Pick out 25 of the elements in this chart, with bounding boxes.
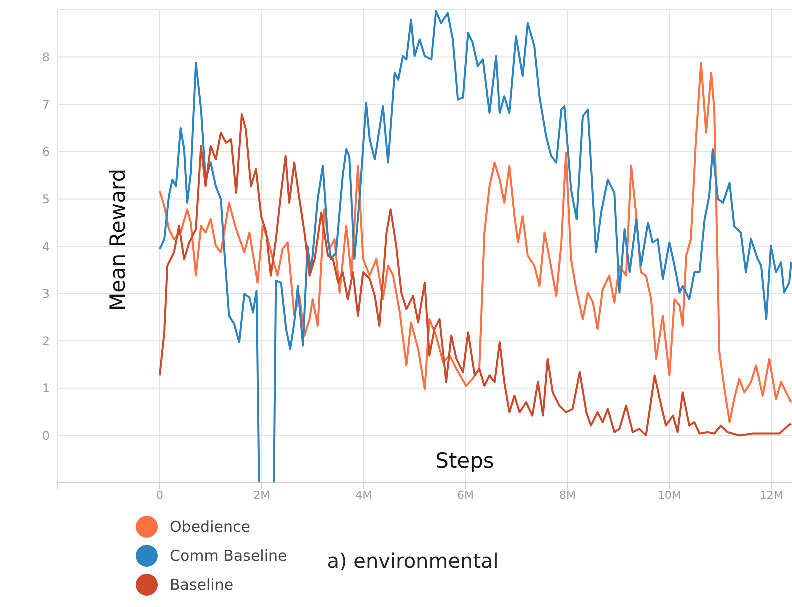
y-tick-label: 6 (42, 145, 50, 160)
legend-label: Baseline (170, 576, 234, 594)
y-tick-label: 1 (42, 382, 50, 396)
y-tick-label: 8 (42, 50, 50, 65)
x-tick-label: 8M (559, 488, 576, 502)
x-tick-label: 6M (458, 488, 474, 502)
x-tick-label: 4M (356, 488, 372, 502)
text: a) environmental (327, 549, 499, 573)
y-tick-label: 2 (42, 334, 50, 348)
y-axis-title: Mean Reward (106, 168, 130, 312)
line-series (158, 62, 792, 424)
y-tick-label: 3 (42, 287, 50, 302)
line-series (158, 10, 792, 483)
x-tick-label: 12M (760, 488, 784, 502)
y-tick-label: 0 (42, 428, 50, 443)
x-axis-title: Steps (436, 449, 494, 473)
legend-label: Comm Baseline (170, 547, 288, 565)
y-tick-label: 5 (42, 192, 50, 206)
line-series (158, 114, 792, 437)
legend-label: Obedience (170, 518, 250, 536)
x-tick-label: 2M (254, 488, 270, 502)
y-tick-label: 4 (42, 240, 50, 254)
x-tick-label: 0 (156, 488, 164, 502)
y-tick-label: 7 (42, 98, 50, 112)
x-tick-label: 10M (658, 488, 682, 502)
